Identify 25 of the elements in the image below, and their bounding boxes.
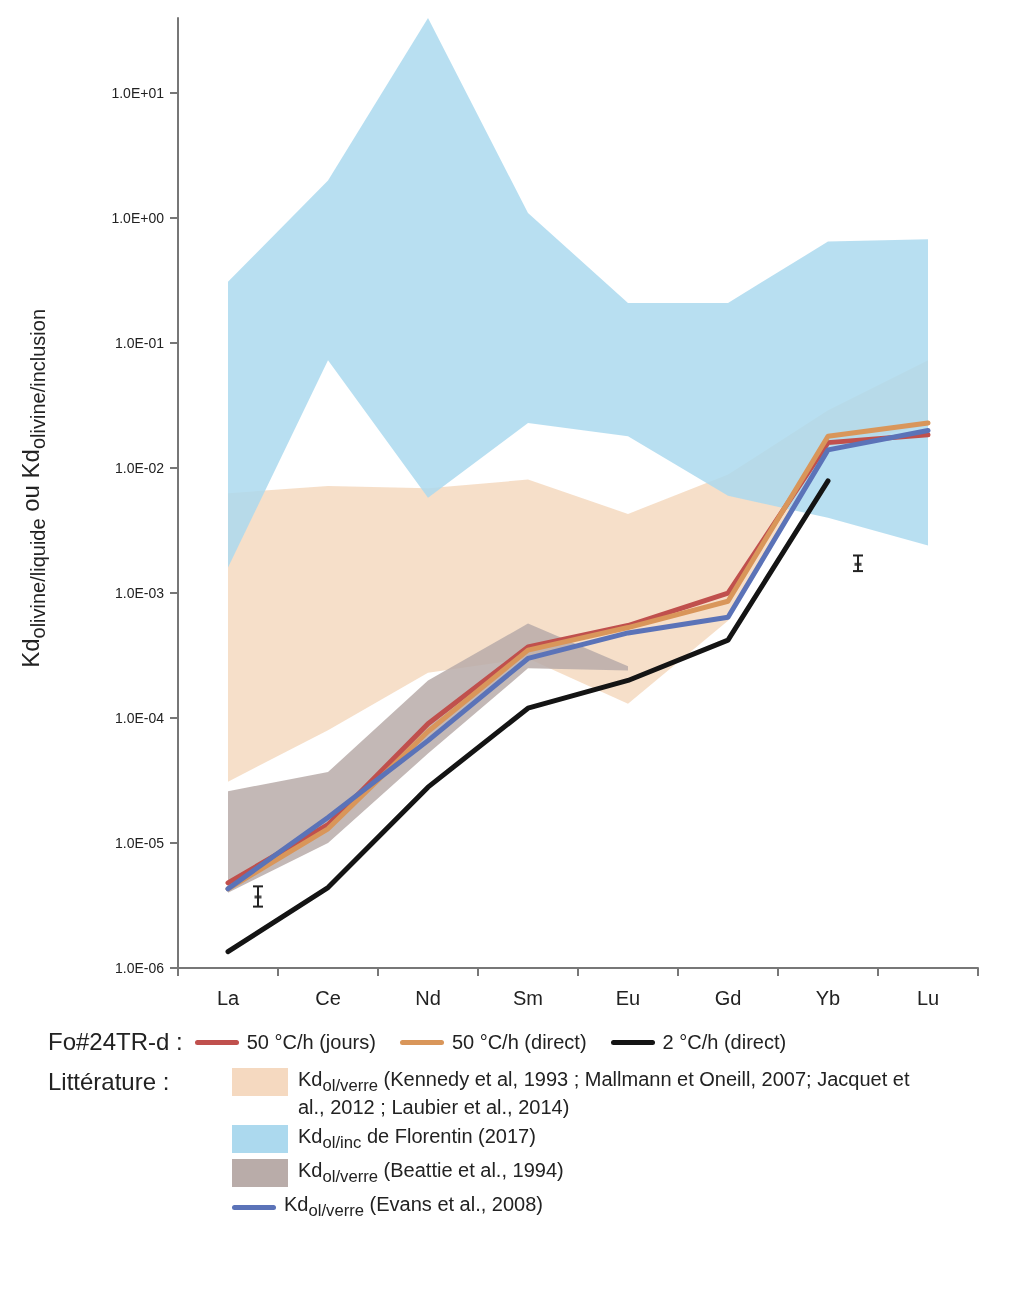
x-tick-label: Nd bbox=[415, 987, 441, 1009]
x-tick-label: Gd bbox=[714, 987, 742, 1009]
legend-label: 50 °C/h (direct) bbox=[451, 1030, 587, 1054]
legend-label: Kd$_{ol/verre}$ (Evans et al., 2008) bbox=[284, 1193, 543, 1221]
y-tick-label: 1.0E-06 bbox=[114, 960, 165, 976]
legend-label: 50 °C/h (jours) bbox=[246, 1030, 376, 1054]
x-tick-label: Lu bbox=[916, 987, 940, 1009]
x-tick-label: Ce bbox=[315, 987, 341, 1009]
y-tick-label: 1.0E-01 bbox=[114, 335, 165, 352]
text: Fo#24TR-d : bbox=[48, 1028, 183, 1056]
text: Littérature : bbox=[48, 1068, 171, 1097]
legend-label: Kd$_{ol/verre}$ (Kennedy et al, 1993 ; Mallmann et Oneill, 2007; Jacquet et al., 2012 ; Laubier et al., 2014) bbox=[298, 1068, 911, 1119]
x-tick-label: Sm bbox=[513, 987, 543, 1009]
x-tick-label: La bbox=[216, 987, 240, 1009]
y-tick-label: 1.0E-03 bbox=[114, 585, 165, 602]
y-tick-label: 1.0E+01 bbox=[111, 85, 165, 102]
y-tick-label: 1.0E-05 bbox=[114, 835, 165, 852]
legend-label: Kd$_{ol/verre}$ (Beattie et al., 1994) bbox=[298, 1159, 564, 1187]
y-tick-label: 1.0E-02 bbox=[114, 460, 165, 477]
y-tick-label: 1.0E+00 bbox=[111, 210, 165, 227]
x-tick-label: Eu bbox=[615, 987, 641, 1009]
x-tick-label: Yb bbox=[815, 987, 841, 1009]
y-tick-label: 1.0E-04 bbox=[114, 710, 165, 727]
legend-label: Kd$_{ol/inc}$ de Florentin (2017) bbox=[298, 1125, 536, 1153]
legend-label: 2 °C/h (direct) bbox=[662, 1030, 787, 1054]
